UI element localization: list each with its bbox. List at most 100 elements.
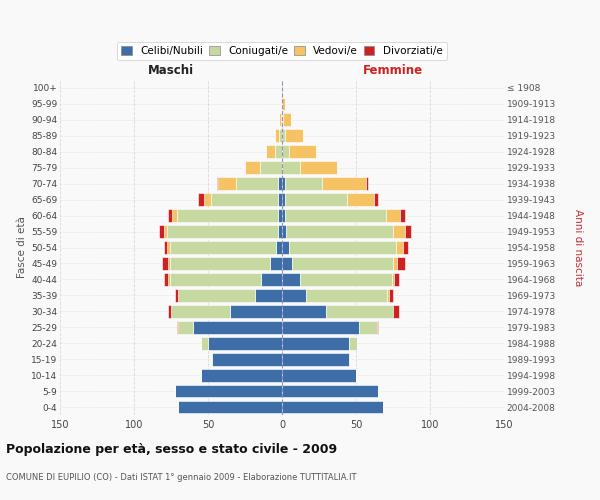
Y-axis label: Anni di nascita: Anni di nascita (572, 209, 583, 286)
Bar (282, 241, 289, 254)
Bar (405, 225, 411, 238)
Bar (389, 289, 393, 302)
Bar (279, 114, 281, 126)
Bar (164, 241, 167, 254)
Bar (349, 353, 350, 366)
Bar (172, 209, 177, 222)
Bar (278, 178, 282, 190)
Bar (177, 209, 278, 222)
Bar (278, 209, 282, 222)
Bar (167, 241, 170, 254)
Bar (282, 194, 285, 206)
Bar (212, 353, 282, 366)
Bar (266, 146, 275, 158)
Bar (377, 321, 378, 334)
Bar (275, 146, 282, 158)
Bar (256, 289, 282, 302)
Bar (403, 241, 408, 254)
Bar (367, 178, 368, 190)
Bar (393, 305, 399, 318)
Bar (170, 241, 276, 254)
Bar (282, 98, 285, 110)
Bar (203, 194, 211, 206)
Bar (285, 130, 303, 142)
Bar (289, 146, 316, 158)
Bar (286, 225, 393, 238)
Bar (270, 257, 282, 270)
Bar (359, 321, 377, 334)
Text: Popolazione per età, sesso e stato civile - 2009: Popolazione per età, sesso e stato civil… (6, 442, 337, 456)
Bar (392, 273, 394, 286)
Bar (282, 353, 349, 366)
Bar (171, 305, 230, 318)
Bar (283, 114, 291, 126)
Bar (197, 194, 203, 206)
Bar (168, 209, 172, 222)
Bar (394, 273, 399, 286)
Bar (211, 353, 212, 366)
Bar (397, 257, 405, 270)
Bar (322, 178, 367, 190)
Bar (282, 82, 283, 94)
Bar (236, 178, 278, 190)
Bar (168, 257, 170, 270)
Y-axis label: Fasce di età: Fasce di età (17, 216, 27, 278)
Bar (276, 241, 282, 254)
Bar (396, 241, 403, 254)
Bar (305, 289, 387, 302)
Bar (162, 257, 168, 270)
Bar (170, 273, 261, 286)
Bar (175, 384, 282, 398)
Bar (208, 337, 282, 349)
Bar (159, 225, 164, 238)
Bar (170, 257, 270, 270)
Bar (279, 130, 282, 142)
Bar (282, 337, 349, 349)
Bar (281, 114, 282, 126)
Bar (282, 146, 289, 158)
Bar (282, 130, 285, 142)
Bar (177, 321, 178, 334)
Bar (282, 225, 286, 238)
Bar (282, 368, 356, 382)
Bar (282, 384, 378, 398)
Bar (193, 321, 282, 334)
Bar (393, 225, 405, 238)
Bar (282, 178, 285, 190)
Bar (178, 321, 193, 334)
Bar (278, 225, 282, 238)
Bar (164, 273, 168, 286)
Bar (175, 289, 178, 302)
Bar (387, 289, 389, 302)
Bar (178, 400, 282, 413)
Bar (282, 305, 326, 318)
Bar (278, 194, 282, 206)
Bar (282, 321, 359, 334)
Bar (217, 178, 218, 190)
Bar (200, 337, 208, 349)
Bar (282, 273, 300, 286)
Bar (285, 209, 386, 222)
Bar (167, 225, 278, 238)
Bar (347, 194, 374, 206)
Bar (282, 162, 300, 174)
Bar (292, 257, 393, 270)
Bar (200, 368, 282, 382)
Bar (374, 194, 378, 206)
Bar (261, 273, 282, 286)
Bar (326, 305, 393, 318)
Bar (275, 130, 279, 142)
Bar (168, 305, 171, 318)
Bar (168, 273, 170, 286)
Bar (285, 178, 322, 190)
Bar (282, 257, 292, 270)
Bar (282, 289, 305, 302)
Legend: Celibi/Nubili, Coniugati/e, Vedovi/e, Divorziati/e: Celibi/Nubili, Coniugati/e, Vedovi/e, Di… (117, 42, 447, 60)
Bar (282, 114, 283, 126)
Bar (282, 209, 285, 222)
Text: COMUNE DI EUPILIO (CO) - Dati ISTAT 1° gennaio 2009 - Elaborazione TUTTITALIA.IT: COMUNE DI EUPILIO (CO) - Dati ISTAT 1° g… (6, 472, 356, 482)
Bar (164, 225, 167, 238)
Bar (300, 162, 337, 174)
Bar (285, 194, 347, 206)
Bar (218, 178, 236, 190)
